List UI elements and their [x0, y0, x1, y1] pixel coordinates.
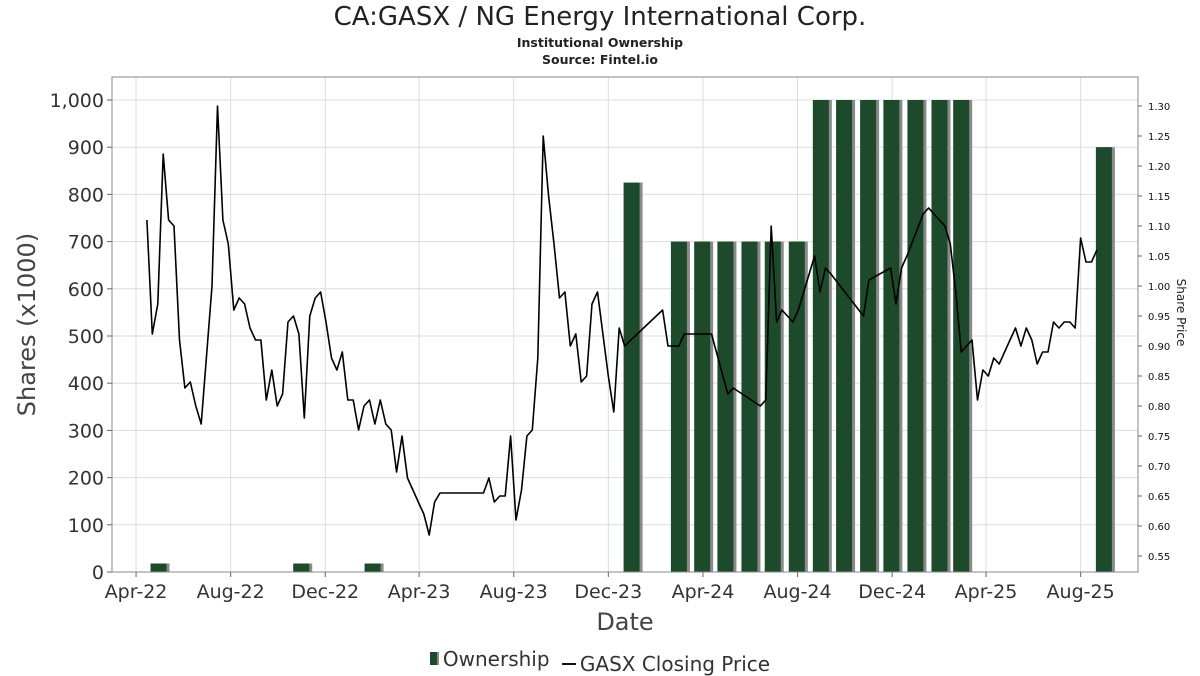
- y2-tick-label: 1.10: [1148, 222, 1170, 233]
- y2-tick-label: 0.60: [1148, 522, 1170, 533]
- y2-tick-label: 0.70: [1148, 462, 1170, 473]
- y2-tick-label: 0.55: [1148, 552, 1170, 563]
- y-tick-label: 800: [68, 184, 104, 206]
- ownership-bar: [836, 100, 853, 572]
- x-tick-label: Aug-22: [197, 581, 265, 603]
- y-tick-label: 500: [68, 326, 104, 348]
- ownership-bar: [150, 563, 167, 572]
- x-tick-label: Apr-22: [105, 581, 168, 603]
- legend-item-price[interactable]: GASX Closing Price: [561, 652, 771, 676]
- ownership-chart: 0 100 200 300 400 500 600 700 800 900 1,000 0.55 0.6…: [13, 76, 1188, 636]
- legend: Ownership GASX Closing Price: [0, 646, 1200, 676]
- y2-tick-label: 0.90: [1148, 342, 1170, 353]
- ownership-bar: [1095, 147, 1112, 572]
- ownership-bar: [883, 100, 900, 572]
- price-line: [146, 105, 1098, 536]
- y2-tick-label: 1.05: [1148, 252, 1170, 263]
- plot-frame: [111, 76, 1139, 573]
- ownership-bar: [860, 100, 877, 572]
- y2-tick-label: 0.65: [1148, 492, 1170, 503]
- y-tick-label: 1,000: [50, 90, 104, 112]
- price-line-layer: [146, 105, 1098, 536]
- y2-tick-label: 0.75: [1148, 432, 1170, 443]
- y2-tick-label: 1.20: [1148, 162, 1170, 173]
- ownership-bars: [150, 100, 1115, 572]
- y2-tick-label: 0.85: [1148, 372, 1170, 383]
- ownership-bar: [953, 100, 970, 572]
- y-tick-label: 400: [68, 373, 104, 395]
- line-swatch-icon: [561, 663, 576, 665]
- x-tick-label: Apr-23: [388, 581, 451, 603]
- ownership-bar: [717, 241, 734, 572]
- axes: 0 100 200 300 400 500 600 700 800 900 1,000 0.55 0.6…: [50, 90, 1171, 603]
- ownership-bar: [788, 241, 805, 572]
- legend-label-price: GASX Closing Price: [579, 652, 771, 676]
- x-tick-label: Apr-24: [672, 581, 735, 603]
- y-tick-label: 200: [68, 468, 104, 490]
- ownership-bar: [670, 241, 687, 572]
- ownership-bar: [764, 241, 781, 572]
- x-tick-label: Aug-25: [1047, 581, 1115, 603]
- y2-tick-label: 0.95: [1148, 312, 1170, 323]
- x-tick-label: Dec-24: [858, 581, 926, 603]
- chart-source: Source: Fintel.io: [542, 52, 658, 67]
- bar-swatch-icon: [429, 652, 439, 665]
- ownership-bar: [931, 100, 948, 572]
- chart-subtitle: Institutional Ownership: [516, 35, 684, 50]
- x-tick-label: Aug-23: [480, 581, 548, 603]
- x-tick-label: Aug-24: [763, 581, 831, 603]
- chart-title: CA:GASX / NG Energy International Corp.: [333, 2, 867, 32]
- ownership-bar: [812, 100, 829, 572]
- y-tick-label: 300: [68, 420, 104, 442]
- legend-item-ownership[interactable]: Ownership: [429, 646, 550, 671]
- ownership-bar: [694, 241, 711, 572]
- x-tick-label: Apr-25: [955, 581, 1018, 603]
- y2-tick-label: 1.25: [1148, 132, 1170, 143]
- y2-tick-label: 1.00: [1148, 282, 1170, 293]
- ownership-bar: [364, 563, 381, 572]
- y2-tick-label: 1.30: [1148, 102, 1170, 113]
- ownership-bar: [293, 563, 310, 572]
- x-axis-title: Date: [596, 608, 653, 636]
- ownership-bar: [623, 182, 640, 572]
- y-tick-label: 600: [68, 279, 104, 301]
- y-tick-label: 700: [68, 232, 104, 254]
- y2-axis-title: Share Price: [1174, 279, 1188, 347]
- y-tick-label: 0: [92, 562, 104, 584]
- x-tick-label: Dec-22: [291, 581, 359, 603]
- y-axis-title: Shares (x1000): [13, 233, 41, 416]
- ownership-bar: [907, 100, 924, 572]
- ownership-bar: [741, 241, 758, 572]
- y-tick-label: 100: [68, 515, 104, 537]
- x-tick-label: Dec-23: [574, 581, 642, 603]
- legend-label-ownership: Ownership: [442, 646, 550, 671]
- y2-tick-label: 1.15: [1148, 192, 1170, 203]
- y-tick-label: 900: [68, 137, 104, 159]
- y2-tick-label: 0.80: [1148, 402, 1170, 413]
